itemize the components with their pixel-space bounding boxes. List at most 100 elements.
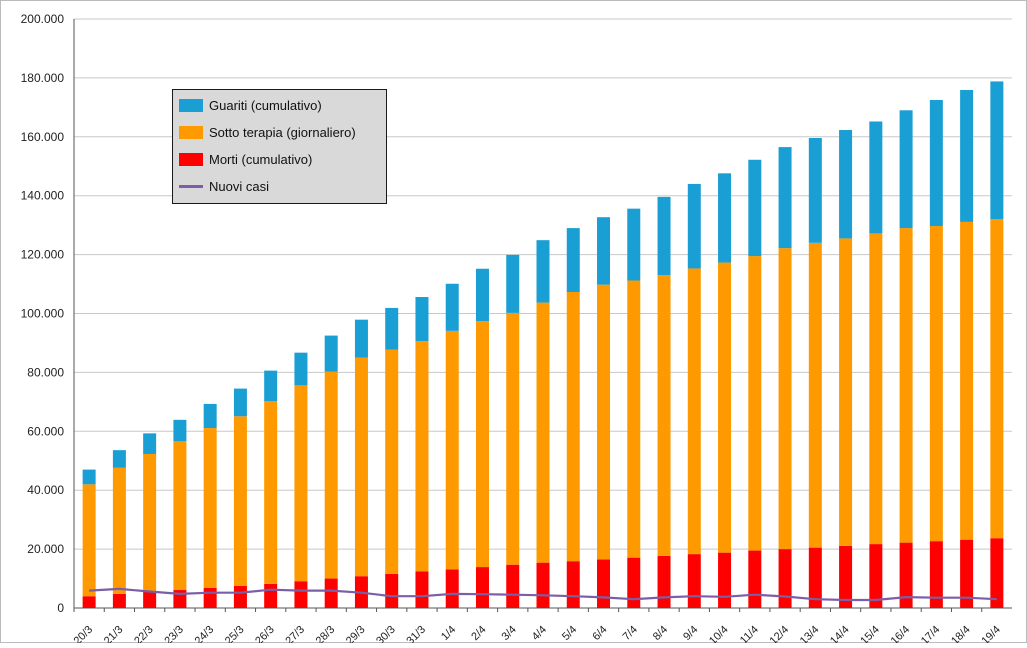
bar-guariti	[657, 196, 671, 276]
bar-sotto	[82, 484, 96, 597]
bar-guariti	[566, 228, 580, 293]
bar-sotto	[899, 228, 913, 543]
bar-sotto	[264, 401, 278, 584]
bar-guariti	[960, 89, 974, 222]
y-tick-label: 60.000	[27, 424, 64, 438]
x-tick-label: 22/3	[132, 624, 156, 643]
legend-line-nuovi-casi	[179, 184, 203, 188]
bar-guariti	[597, 217, 611, 285]
bar-guariti	[778, 147, 792, 249]
bar-guariti	[324, 335, 338, 372]
x-tick-label: 31/3	[404, 624, 428, 643]
bar-morti	[929, 541, 943, 608]
bar-morti	[324, 578, 338, 608]
x-tick-label: 5/4	[560, 624, 579, 643]
legend-item-morti: Morti (cumulativo)	[179, 149, 312, 169]
y-tick-label: 80.000	[27, 365, 64, 379]
bar-morti	[566, 561, 580, 608]
bar-sotto	[385, 349, 399, 574]
bar-sotto	[354, 357, 368, 577]
bar-morti	[869, 544, 883, 608]
bar-guariti	[869, 121, 883, 234]
bar-guariti	[112, 450, 126, 468]
x-tick-label: 12/4	[768, 624, 792, 643]
x-tick-label: 25/3	[223, 624, 247, 643]
bar-guariti	[627, 208, 641, 281]
bar-morti	[718, 552, 732, 608]
bar-guariti	[839, 130, 853, 239]
bar-guariti	[748, 159, 762, 257]
x-tick-label: 11/4	[738, 624, 761, 643]
legend-label-guariti: Guariti (cumulativo)	[209, 97, 322, 113]
x-tick-label: 2/4	[469, 624, 488, 643]
x-tick-label: 20/3	[72, 624, 96, 643]
bar-sotto	[475, 321, 489, 568]
bar-sotto	[718, 262, 732, 553]
x-tick-label: 14/4	[828, 624, 852, 643]
y-tick-label: 160.000	[21, 130, 65, 144]
x-tick-label: 21/3	[102, 624, 126, 643]
legend-swatch-sotto-terapia	[179, 125, 203, 139]
bar-morti	[415, 571, 429, 608]
bar-sotto	[808, 242, 822, 548]
x-tick-label: 10/4	[707, 624, 731, 643]
bar-morti	[475, 567, 489, 608]
legend-label-morti: Morti (cumulativo)	[209, 151, 313, 167]
bar-morti	[687, 554, 701, 608]
bar-guariti	[294, 352, 308, 386]
bar-morti	[536, 562, 550, 608]
y-tick-label: 20.000	[27, 542, 64, 556]
y-tick-label: 100.000	[21, 307, 65, 321]
bar-guariti	[506, 254, 520, 313]
bar-sotto	[415, 341, 429, 572]
bar-guariti	[354, 319, 368, 358]
legend-item-guariti: Guariti (cumulativo)	[179, 95, 322, 115]
bar-morti	[778, 549, 792, 608]
x-tick-label: 1/4	[439, 624, 458, 643]
bar-sotto	[990, 219, 1004, 539]
x-tick-label: 23/3	[162, 624, 186, 643]
legend-label-nuovi-casi: Nuovi casi	[209, 178, 269, 194]
bar-sotto	[597, 284, 611, 560]
bar-guariti	[233, 388, 247, 417]
bar-sotto	[566, 292, 580, 562]
bar-guariti	[173, 419, 187, 442]
bar-morti	[899, 542, 913, 608]
x-tick-label: 18/4	[949, 624, 973, 643]
x-tick-label: 13/4	[798, 624, 822, 643]
x-tick-label: 29/3	[344, 624, 368, 643]
bar-sotto	[929, 226, 943, 542]
bar-guariti	[808, 137, 822, 243]
bar-sotto	[445, 330, 459, 570]
bar-morti	[506, 564, 520, 608]
bar-sotto	[233, 416, 247, 586]
bar-guariti	[82, 469, 96, 485]
line-nuovi-casi	[89, 587, 997, 602]
bar-morti	[264, 583, 278, 608]
legend-swatch-guariti	[179, 98, 203, 112]
bar-sotto	[112, 467, 126, 594]
bar-morti	[627, 557, 641, 608]
legend-label-sotto-terapia: Sotto terapia (giornaliero)	[209, 124, 356, 140]
bar-sotto	[869, 233, 883, 545]
bar-morti	[82, 596, 96, 608]
bar-guariti	[718, 173, 732, 263]
x-tick-label: 8/4	[651, 624, 670, 643]
legend-item-nuovi-casi: Nuovi casi	[179, 176, 269, 196]
bar-morti	[990, 538, 1004, 608]
bar-guariti	[143, 433, 157, 454]
bar-guariti	[687, 183, 701, 269]
y-tick-label: 140.000	[21, 189, 65, 203]
x-tick-label: 28/3	[314, 624, 338, 643]
bar-morti	[748, 550, 762, 608]
bar-sotto	[778, 248, 792, 550]
bar-morti	[597, 559, 611, 608]
bar-morti	[808, 547, 822, 608]
bar-sotto	[506, 312, 520, 565]
bar-morti	[385, 573, 399, 608]
bar-guariti	[385, 307, 399, 350]
bar-guariti	[899, 110, 913, 229]
bar-sotto	[324, 371, 338, 579]
